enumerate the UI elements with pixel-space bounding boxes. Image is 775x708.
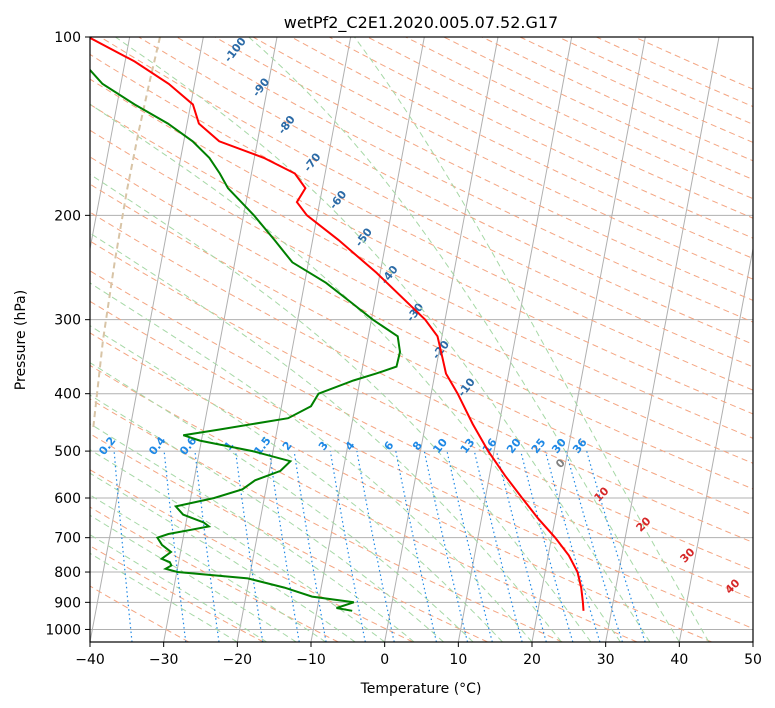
- x-tick-label: −20: [223, 652, 253, 668]
- x-tick-label: 10: [449, 652, 467, 668]
- moist-adiabat-line: [90, 103, 621, 642]
- moist-adiabat-line: [90, 362, 474, 642]
- dry-adiabat-line: [90, 585, 190, 642]
- mixing-ratio-line: [586, 450, 646, 642]
- dry-adiabat-line: [90, 211, 753, 543]
- plot-frame: [89, 36, 754, 643]
- moist-adiabat-line: [353, 37, 710, 642]
- moist-adiabat-line: [90, 173, 592, 642]
- y-tick-label: 100: [54, 30, 81, 46]
- mixing-ratio-line: [293, 451, 327, 642]
- moist-adiabat-line: [90, 394, 444, 642]
- moist-adiabat-line: [115, 37, 651, 642]
- mixing-ratio-line: [565, 450, 623, 642]
- mixing-ratio-line: [163, 451, 187, 642]
- moist-adiabat-line: [90, 325, 503, 642]
- x-tick-label: 0: [380, 652, 389, 668]
- moist-adiabat-line: [90, 423, 415, 642]
- dry-adiabat-line: [90, 506, 339, 642]
- dry-adiabat-line: [90, 300, 753, 629]
- x-tick-label: 50: [744, 652, 762, 668]
- y-tick-label: 500: [54, 444, 81, 460]
- moist-adiabat-line: [90, 232, 562, 642]
- dry-adiabat-line: [90, 364, 638, 642]
- moist-adiabat-line: [90, 552, 238, 642]
- mixing-ratio-line: [495, 450, 547, 642]
- lcl-curve-line: [92, 37, 161, 431]
- y-tick-label: 900: [54, 595, 81, 611]
- x-tick-label: −40: [75, 652, 105, 668]
- isotherm-grid-line: [678, 246, 753, 642]
- mixing-ratio-line: [113, 451, 133, 642]
- moist-adiabat-line: [90, 472, 356, 642]
- x-tick-label: 40: [670, 652, 688, 668]
- dry-adiabat-line: [100, 37, 753, 368]
- isotherm-grid-line: [310, 37, 425, 642]
- dry-adiabat-line: [90, 103, 753, 439]
- isotherm-grid-line: [90, 37, 204, 642]
- moist-adiabat-line: [90, 449, 385, 642]
- dry-adiabat-line: [138, 37, 753, 345]
- mixing-ratio-line: [235, 451, 264, 642]
- dewpoint-profile-line: [90, 68, 402, 612]
- temperature-profile-line: [90, 37, 585, 611]
- y-tick-label: 300: [54, 313, 81, 329]
- mixing-ratio-line: [329, 450, 366, 642]
- dry-adiabat-line: [214, 37, 753, 301]
- dry-adiabat-line: [90, 332, 712, 642]
- isotherm-grid-line: [384, 37, 499, 642]
- y-tick-label: 1000: [45, 622, 81, 638]
- isotherm-grid-line: [90, 37, 131, 252]
- dry-adiabat-line: [90, 270, 753, 600]
- moist-adiabat-line: [248, 37, 680, 642]
- isotherm-grid-line: [163, 37, 278, 642]
- mixing-ratio-line: [544, 450, 601, 642]
- dry-adiabat-line: [90, 433, 488, 642]
- chart-title: wetPf2_C2E1.2020.005.07.52.G17: [284, 13, 558, 33]
- x-tick-label: −10: [296, 652, 326, 668]
- y-tick-label: 400: [54, 387, 81, 403]
- y-axis-label: Pressure (hPa): [13, 290, 29, 390]
- x-tick-label: −30: [149, 652, 179, 668]
- x-axis-label: Temperature (°C): [360, 681, 482, 697]
- moist-adiabat-line: [90, 534, 268, 642]
- axes: −40 −30 −20 −10 0 10 20 30 40 50 100 200 300 400 500 60…: [45, 30, 762, 668]
- mixing-ratio-line: [268, 451, 300, 642]
- x-tick-label: 30: [597, 652, 615, 668]
- y-tick-label: 600: [54, 491, 81, 507]
- y-tick-label: 800: [54, 565, 81, 581]
- isotherm-grid-line: [236, 37, 352, 642]
- mixing-ratio-line: [520, 450, 574, 642]
- mixing-ratio-line: [194, 451, 220, 642]
- y-tick-label: 700: [54, 531, 81, 547]
- dry-adiabat-line: [90, 183, 753, 516]
- x-tick-label: 20: [523, 652, 541, 668]
- plot-area: -100-90-80-70-60-50-40-30-20-10010203040…: [90, 37, 753, 642]
- y-tick-label: 200: [54, 208, 81, 224]
